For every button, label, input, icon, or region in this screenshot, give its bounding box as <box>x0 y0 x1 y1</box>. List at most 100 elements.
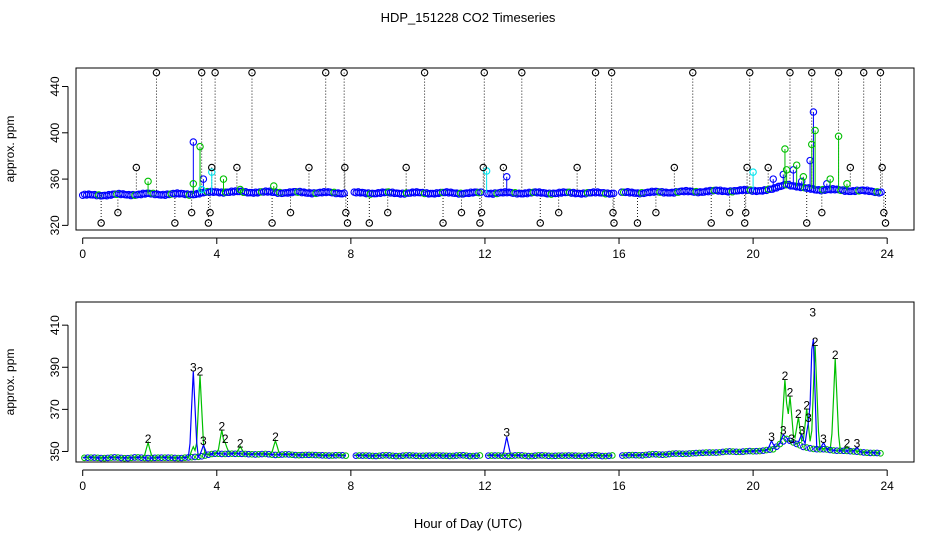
black-data-point <box>343 219 352 227</box>
baseline-data-point <box>124 454 132 462</box>
baseline-data-point <box>372 452 380 460</box>
baseline-data-point <box>588 452 596 459</box>
black-data-point <box>876 68 885 77</box>
baseline-data-point <box>716 449 723 456</box>
baseline-data-point <box>81 454 88 462</box>
black-data-point <box>518 68 526 77</box>
y-tick-label: 390 <box>48 357 62 377</box>
baseline-data-point <box>853 448 861 456</box>
baseline-data-point <box>749 447 757 455</box>
blue-data-point <box>769 175 777 183</box>
black-data-point <box>420 68 429 77</box>
baseline-data-point <box>168 454 175 462</box>
baseline-data-point <box>355 452 363 459</box>
baseline-data-point <box>245 450 252 458</box>
baseline-data-point <box>241 450 249 458</box>
black-data-point <box>610 219 618 227</box>
x-tick-label: 20 <box>746 479 760 493</box>
baseline-data-point <box>803 444 811 451</box>
baseline-data-point <box>406 452 413 459</box>
baseline-data-point <box>369 452 376 460</box>
baseline-data-point <box>562 452 569 459</box>
baseline-data-point <box>605 452 613 460</box>
baseline-data-point <box>252 451 259 458</box>
baseline-data-point <box>753 447 760 455</box>
baseline-data-point <box>302 451 309 459</box>
baseline-data-point <box>426 452 433 459</box>
baseline-data-point <box>706 449 713 456</box>
baseline-data-point <box>265 450 273 458</box>
baseline-data-point <box>131 454 138 461</box>
baseline-data-point <box>128 454 135 462</box>
baseline-data-point <box>873 449 881 457</box>
baseline-data-point <box>595 452 603 459</box>
x-tick-label: 16 <box>612 247 626 261</box>
baseline-data-point <box>860 449 868 456</box>
baseline-data-point <box>114 454 122 461</box>
baseline-data-point <box>148 454 155 462</box>
baseline-data-point <box>262 450 269 458</box>
baseline-data-point <box>429 452 437 459</box>
series-2-line <box>82 375 346 459</box>
baseline-data-point <box>184 454 192 461</box>
green-data-point <box>843 179 851 188</box>
baseline-data-point <box>228 450 236 458</box>
baseline-data-point <box>215 450 222 458</box>
series-2-point-label: 2 <box>222 432 229 446</box>
x-tick-label: 16 <box>612 479 626 493</box>
baseline-data-point <box>282 450 289 458</box>
baseline-data-point <box>722 448 730 455</box>
green-data-point <box>196 142 204 151</box>
plot-frame <box>75 67 915 231</box>
baseline-data-point <box>830 447 837 454</box>
baseline-data-point <box>877 450 884 457</box>
baseline-data-point <box>629 451 636 459</box>
baseline-data-point <box>456 452 464 459</box>
black-data-point <box>591 68 600 77</box>
baseline-data-point <box>298 451 306 459</box>
baseline-data-point <box>436 452 443 459</box>
baseline-data-point <box>645 451 653 458</box>
baseline-data-point <box>154 454 162 462</box>
baseline-data-point <box>796 442 804 449</box>
baseline-data-point <box>585 452 593 459</box>
baseline-data-point <box>501 452 509 460</box>
black-data-point <box>187 208 196 217</box>
baseline-data-point <box>558 452 566 459</box>
baseline-data-point <box>816 445 824 453</box>
baseline-data-point <box>508 452 516 460</box>
baseline-data-point <box>505 452 512 460</box>
baseline-data-point <box>275 451 283 459</box>
baseline-data-point <box>335 451 343 459</box>
baseline-data-point <box>847 447 854 455</box>
baseline-data-point <box>545 452 552 460</box>
baseline-data-point <box>238 450 246 458</box>
baseline-data-point <box>662 451 670 458</box>
baseline-data-point <box>101 454 108 462</box>
plot-frame <box>75 301 915 463</box>
x-tick-label: 4 <box>213 247 220 261</box>
black-data-point <box>365 219 374 227</box>
baseline-data-point <box>221 450 229 458</box>
series-2-point-label: 2 <box>197 365 204 379</box>
series-2-point-label: 2 <box>272 430 279 444</box>
y-axis-label: approx. ppm <box>3 116 17 183</box>
baseline-data-point <box>463 452 470 459</box>
baseline-data-point <box>531 452 539 459</box>
y-tick-label: 440 <box>48 76 62 96</box>
baseline-data-point <box>746 447 754 455</box>
baseline-data-point <box>272 451 279 459</box>
black-data-point <box>740 219 749 227</box>
baseline-data-point <box>309 451 316 459</box>
black-data-point <box>609 208 617 217</box>
blue-data-point <box>502 173 511 181</box>
baseline-data-point <box>258 450 266 458</box>
black-data-point <box>233 163 241 172</box>
series-3-point-label: 3 <box>805 411 812 425</box>
black-data-point <box>859 68 868 77</box>
baseline-data-point <box>362 452 370 459</box>
baseline-data-point <box>151 454 159 462</box>
baseline-data-point <box>84 454 92 462</box>
black-data-point <box>114 208 122 217</box>
baseline-data-point <box>352 452 360 459</box>
